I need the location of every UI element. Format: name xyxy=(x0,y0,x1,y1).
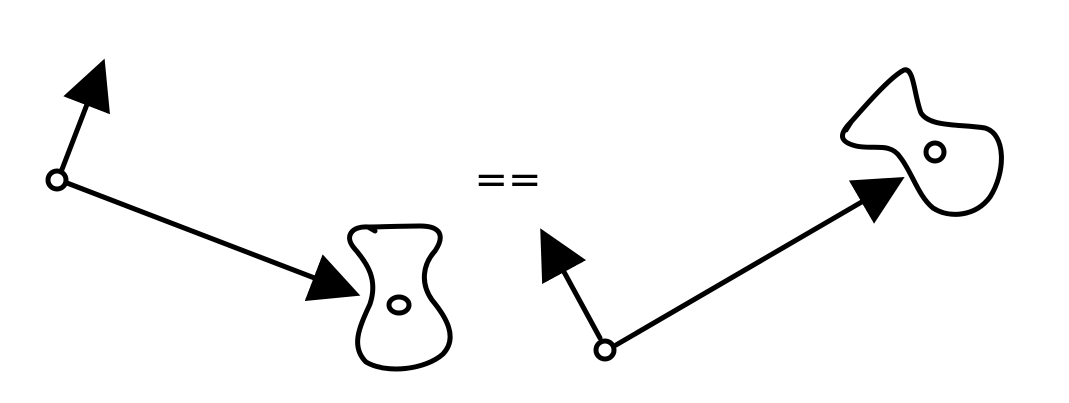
right-origin-icon xyxy=(593,338,617,362)
equals-sign: == xyxy=(474,157,541,203)
right-blob-hole-icon xyxy=(923,140,947,164)
left-short-arrow xyxy=(58,58,110,175)
left-long-arrow xyxy=(64,180,361,302)
right-frame xyxy=(540,67,1004,362)
left-origin-icon xyxy=(45,168,69,192)
right-long-arrow xyxy=(613,176,905,348)
left-blob-hole-icon xyxy=(386,294,412,316)
left-frame xyxy=(45,58,453,372)
right-blob-tab xyxy=(843,119,854,133)
left-blob-tab xyxy=(365,224,378,234)
left-blob-icon xyxy=(347,223,453,372)
right-short-arrow xyxy=(540,228,603,341)
right-blob-icon xyxy=(840,67,1004,217)
